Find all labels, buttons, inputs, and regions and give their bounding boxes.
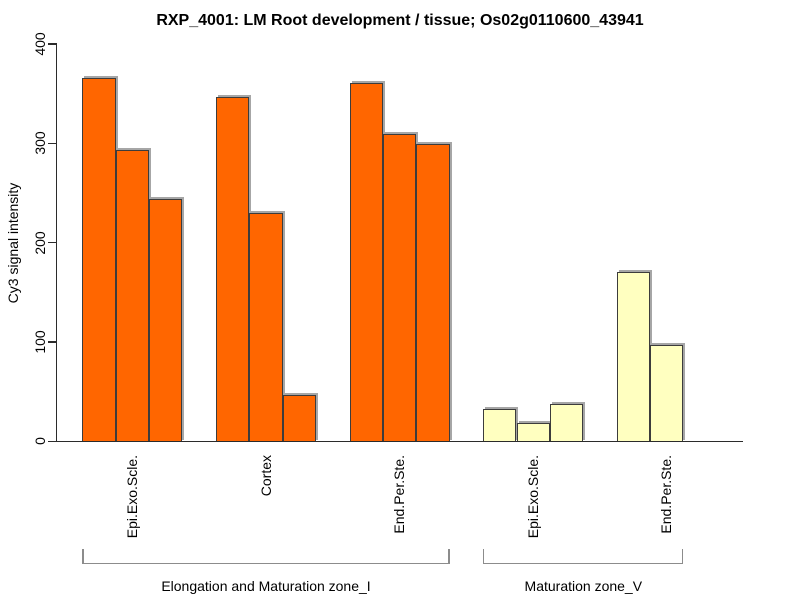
- y-tick-label: 0: [32, 437, 48, 446]
- bar: [349, 83, 383, 442]
- section-bracket: [483, 563, 684, 565]
- bar: [82, 78, 116, 442]
- bar: [382, 133, 417, 442]
- y-axis-tick: [47, 142, 56, 145]
- bar: [282, 394, 317, 442]
- x-group-label: Epi.Exo.Scle.: [123, 455, 140, 539]
- bar: [115, 149, 150, 442]
- bar: [549, 403, 584, 442]
- x-group-label: Cortex: [257, 455, 274, 497]
- bar: [215, 96, 250, 442]
- bar: [650, 345, 684, 442]
- section-bracket-end: [82, 549, 84, 563]
- y-axis-tick: [47, 341, 56, 343]
- bar: [149, 199, 183, 442]
- bar: [616, 271, 651, 442]
- y-tick-label: 100: [32, 330, 48, 354]
- section-label: Maturation zone_V: [524, 578, 643, 594]
- y-tick-label: 200: [32, 230, 48, 255]
- y-axis-tick: [47, 440, 56, 442]
- x-group-label: Epi.Exo.Scle.: [524, 455, 541, 539]
- bar: [483, 408, 517, 442]
- bar: [249, 213, 283, 442]
- y-axis-tick: [47, 241, 56, 244]
- y-axis-line: [55, 43, 57, 442]
- y-tick-label: 400: [32, 32, 48, 56]
- y-axis-tick: [47, 43, 56, 45]
- section-label: Elongation and Maturation zone_I: [161, 578, 371, 594]
- bar: [516, 422, 550, 442]
- section-bracket-end: [448, 549, 450, 563]
- section-bracket-end: [682, 549, 684, 563]
- bar: [416, 143, 450, 442]
- x-group-label: End.Per.Ste.: [658, 455, 675, 534]
- x-axis-line: [55, 440, 744, 442]
- chart-title: RXP_4001: LM Root development / tissue; …: [156, 12, 644, 29]
- section-bracket-end: [483, 549, 485, 563]
- x-group-label: End.Per.Ste.: [391, 455, 408, 534]
- y-tick-label: 300: [32, 131, 48, 155]
- section-bracket: [82, 563, 450, 565]
